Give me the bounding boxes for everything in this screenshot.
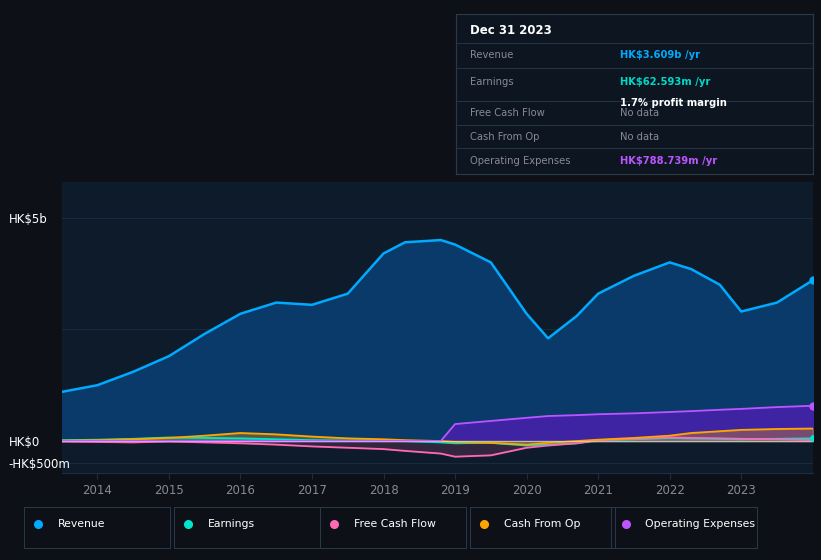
- Text: Operating Expenses: Operating Expenses: [470, 156, 571, 166]
- Text: 1.7% profit margin: 1.7% profit margin: [620, 99, 727, 109]
- Text: Revenue: Revenue: [58, 519, 106, 529]
- Text: No data: No data: [620, 108, 659, 118]
- Text: Earnings: Earnings: [208, 519, 255, 529]
- Text: Revenue: Revenue: [470, 50, 513, 60]
- Text: Earnings: Earnings: [470, 77, 514, 87]
- Text: Operating Expenses: Operating Expenses: [645, 519, 755, 529]
- Text: HK$788.739m /yr: HK$788.739m /yr: [620, 156, 718, 166]
- Text: Free Cash Flow: Free Cash Flow: [354, 519, 436, 529]
- Text: Dec 31 2023: Dec 31 2023: [470, 25, 552, 38]
- Text: Cash From Op: Cash From Op: [470, 132, 539, 142]
- Text: Cash From Op: Cash From Op: [503, 519, 580, 529]
- Text: Free Cash Flow: Free Cash Flow: [470, 108, 544, 118]
- Text: HK$62.593m /yr: HK$62.593m /yr: [620, 77, 710, 87]
- Text: HK$3.609b /yr: HK$3.609b /yr: [620, 50, 700, 60]
- Text: No data: No data: [620, 132, 659, 142]
